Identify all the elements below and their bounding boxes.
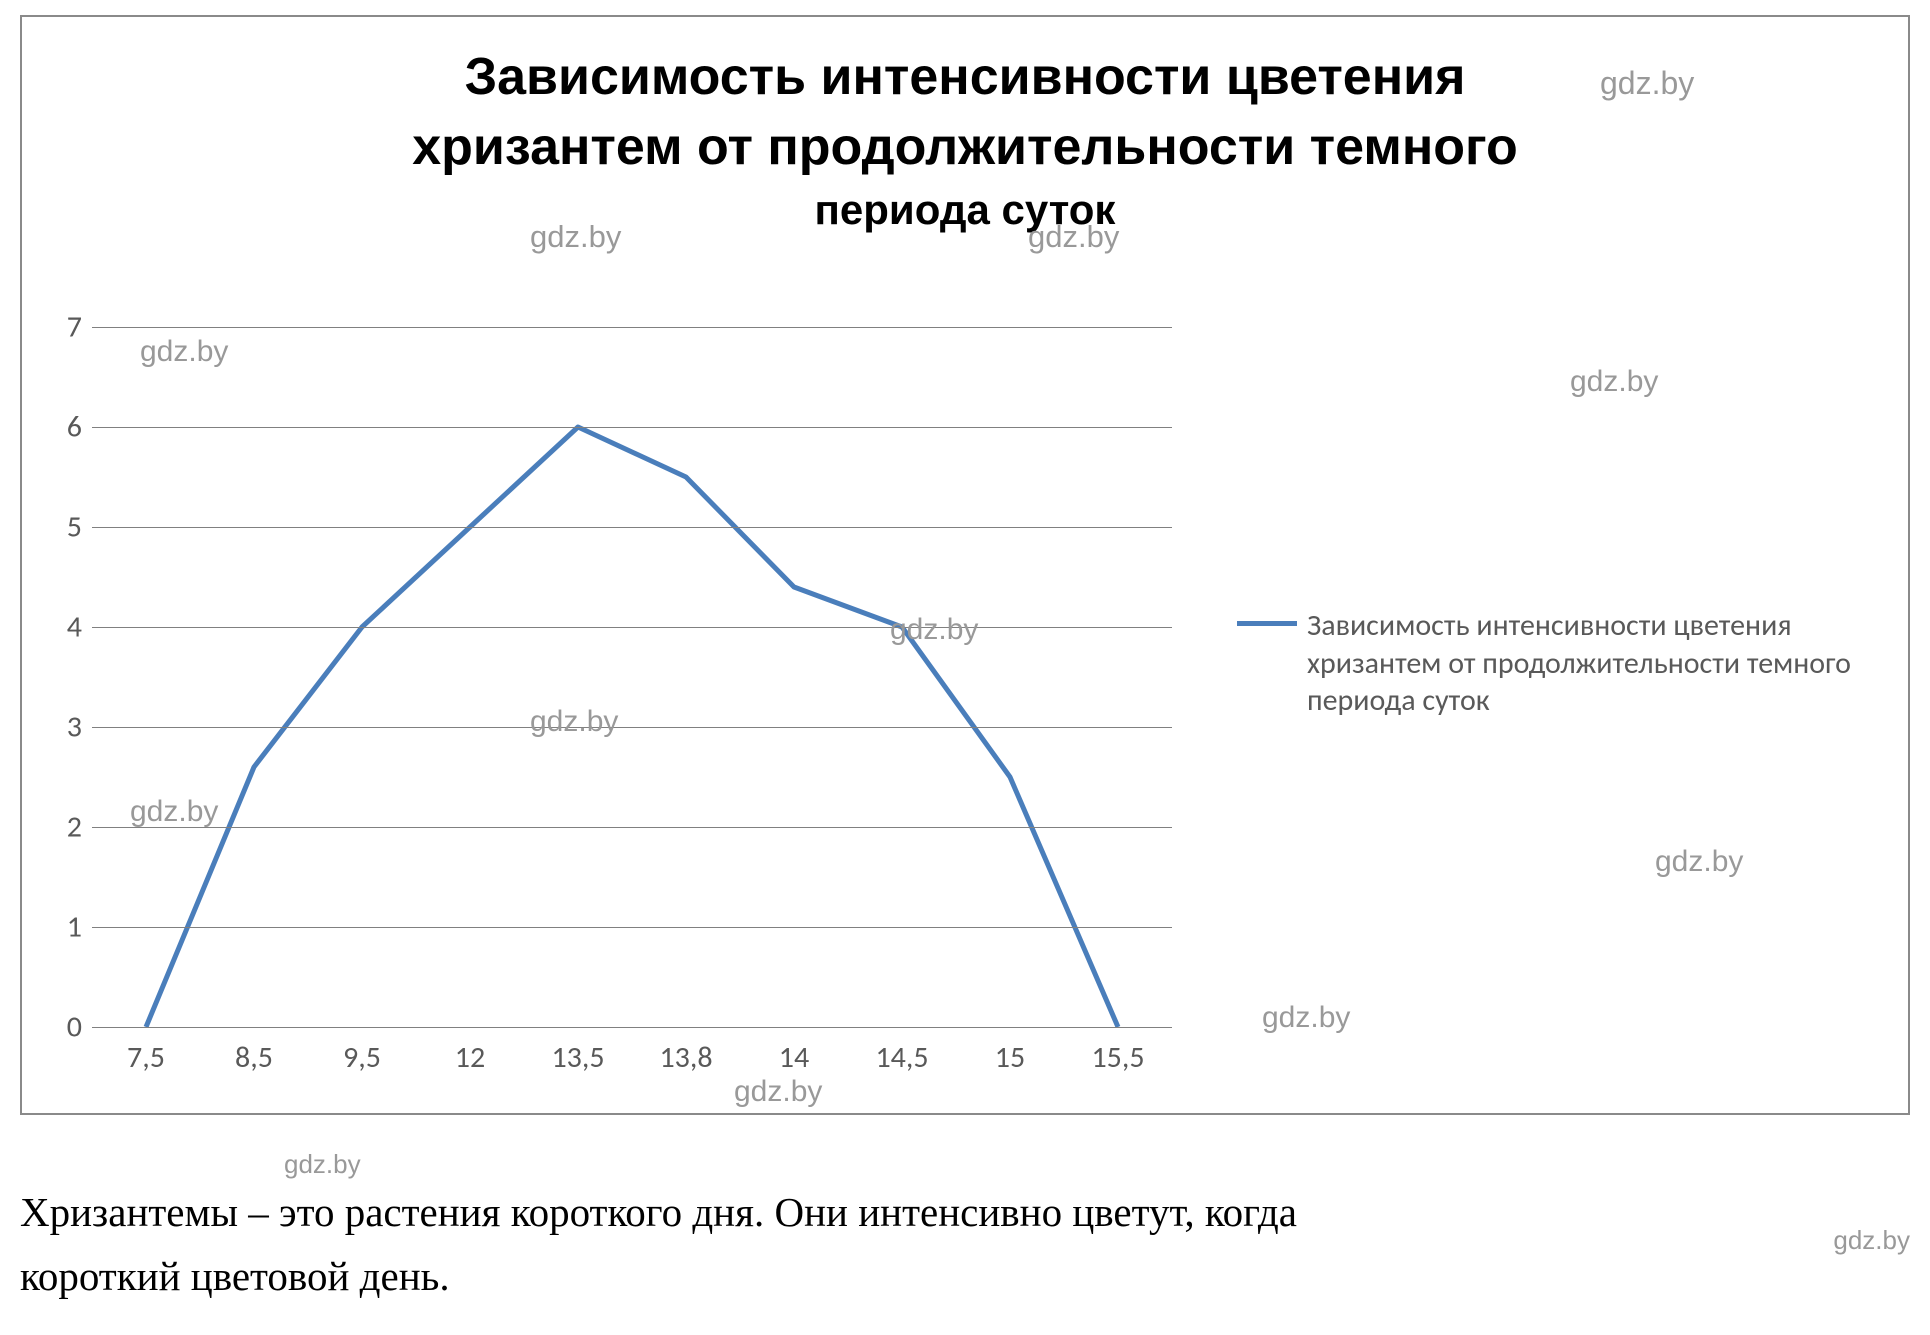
x-tick-label: 13,5 bbox=[551, 1039, 604, 1076]
legend-text: Зависимость интенсивности цветения хриза… bbox=[1307, 607, 1857, 720]
x-tick-label: 12 bbox=[455, 1039, 485, 1076]
x-tick-label: 15 bbox=[995, 1039, 1025, 1076]
body-text: Хризантемы – gdz.by это растения коротког… bbox=[20, 1180, 1910, 1308]
chart-plot-area: 012345677,58,59,51213,513,81414,51515,5 bbox=[92, 327, 1172, 1027]
watermark-icon: gdz.by bbox=[530, 705, 618, 739]
y-tick-label: 2 bbox=[47, 809, 82, 846]
watermark-icon: gdz.by bbox=[530, 219, 621, 255]
y-tick-label: 0 bbox=[47, 1009, 82, 1046]
chart-legend: Зависимость интенсивности цветения хриза… bbox=[1237, 607, 1857, 720]
x-tick-label: 15,5 bbox=[1091, 1039, 1144, 1076]
y-tick-label: 3 bbox=[47, 709, 82, 746]
body-text-line2: короткий цветовой день. bbox=[20, 1244, 1910, 1308]
x-tick-label: 14 bbox=[779, 1039, 809, 1076]
body-text-line1-wrap: Хризантемы – gdz.byэто растения коротког… bbox=[20, 1180, 1910, 1244]
body-text-post: это растения короткого дня. Они интенсив… bbox=[279, 1189, 1297, 1235]
gridline bbox=[92, 527, 1172, 528]
watermark-icon: gdz.by bbox=[140, 335, 228, 369]
x-tick-label: 13,8 bbox=[659, 1039, 712, 1076]
body-text-pre: Хризантемы – bbox=[20, 1189, 279, 1235]
gridline bbox=[92, 327, 1172, 328]
x-tick-label: 8,5 bbox=[235, 1039, 273, 1076]
y-tick-label: 4 bbox=[47, 609, 82, 646]
gridline bbox=[92, 727, 1172, 728]
y-tick-label: 5 bbox=[47, 509, 82, 546]
watermark-icon: gdz.by bbox=[1655, 845, 1743, 879]
x-tick-label: 7,5 bbox=[127, 1039, 165, 1076]
x-tick-label: 14,5 bbox=[875, 1039, 928, 1076]
gridline bbox=[92, 427, 1172, 428]
chart-line-svg bbox=[92, 327, 1172, 1027]
watermark-icon: gdz.by bbox=[130, 795, 218, 829]
y-tick-label: 6 bbox=[47, 409, 82, 446]
x-tick-label: 9,5 bbox=[343, 1039, 381, 1076]
gridline bbox=[92, 1027, 1172, 1028]
watermark-icon: gdz.by bbox=[1600, 65, 1694, 102]
watermark-icon: gdz.by bbox=[734, 1075, 822, 1109]
watermark-icon: gdz.by bbox=[1028, 219, 1119, 255]
chart-title-line2: хризантем от продолжительности темного bbox=[22, 112, 1908, 182]
chart-container: Зависимость интенсивности цветения хриза… bbox=[20, 15, 1910, 1115]
watermark-icon: gdz.by bbox=[1833, 1208, 1910, 1272]
watermark-icon: gdz.by bbox=[1262, 1001, 1350, 1035]
watermark-icon: gdz.by bbox=[284, 1132, 361, 1196]
y-tick-label: 7 bbox=[47, 309, 82, 346]
chart-title-line3: периода суток bbox=[22, 182, 1908, 239]
gridline bbox=[92, 827, 1172, 828]
gridline bbox=[92, 927, 1172, 928]
legend-swatch bbox=[1237, 621, 1297, 626]
watermark-icon: gdz.by bbox=[1570, 365, 1658, 399]
gridline bbox=[92, 627, 1172, 628]
y-tick-label: 1 bbox=[47, 909, 82, 946]
watermark-icon: gdz.by bbox=[890, 613, 978, 647]
